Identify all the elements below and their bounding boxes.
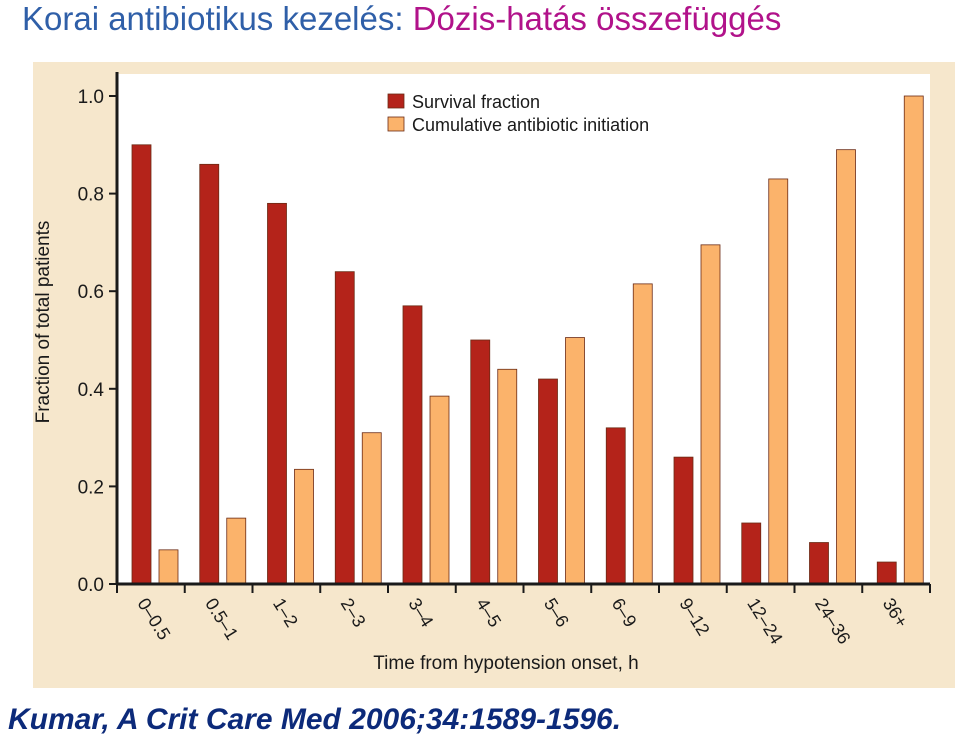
bar-cumulative	[294, 468, 314, 585]
x-tick-label: 36+	[879, 595, 912, 632]
bar-survival	[605, 427, 626, 585]
x-tick-label: 12–24	[743, 595, 786, 648]
x-tick-label: 2–3	[337, 595, 370, 631]
x-tick-label: 0.5–1	[201, 595, 242, 644]
bar-cumulative	[700, 244, 721, 585]
bar-cumulative	[497, 368, 518, 585]
bar-survival	[402, 305, 423, 585]
y-tick-label: 0.6	[78, 282, 104, 303]
slide-title: Korai antibiotikus kezelés: Dózis-hatás …	[22, 0, 781, 38]
y-tick-label: 0.0	[78, 575, 104, 596]
title-part-2: Dózis-hatás összefüggés	[412, 0, 782, 37]
bar-cumulative	[429, 395, 450, 585]
legend-label: Survival fraction	[412, 92, 540, 112]
bar-survival	[673, 456, 694, 585]
bar-survival	[538, 378, 558, 585]
bar-survival	[809, 542, 829, 585]
y-tick-label: 1.0	[78, 87, 104, 108]
bar-cumulative	[226, 517, 247, 585]
x-tick-label: 24–36	[811, 595, 854, 648]
bar-chart: 0.0 0.2 0.4 0.6 0.8 1.0 0–0.5 0.5–1 1–2 2–3 3–4 4–5…	[33, 72, 931, 674]
x-tick-label: 9–12	[675, 595, 713, 640]
bar-survival	[470, 339, 491, 585]
bar-cumulative	[565, 337, 585, 585]
legend-swatch	[387, 116, 405, 132]
bar-survival	[741, 522, 762, 585]
bar-cumulative	[768, 178, 789, 585]
plot-area	[117, 74, 930, 584]
legend-swatch	[387, 93, 405, 109]
y-tick-label: 0.2	[78, 477, 104, 498]
citation: Kumar, A Crit Care Med 2006;34:1589-1596…	[8, 703, 622, 736]
bar-survival	[199, 163, 220, 585]
x-tick-label: 6–9	[608, 595, 641, 631]
x-tick-label: 4–5	[472, 595, 505, 631]
x-tick-label: 3–4	[404, 595, 437, 631]
bar-cumulative	[158, 549, 179, 585]
x-axis-title: Time from hypotension onset, h	[373, 653, 638, 674]
bar-cumulative	[836, 149, 856, 585]
bar-cumulative	[632, 283, 653, 585]
bar-survival	[334, 271, 355, 585]
x-tick-label: 5–6	[540, 595, 573, 631]
y-tick-label: 0.8	[78, 185, 104, 206]
bar-survival	[267, 202, 287, 585]
bar-cumulative	[903, 95, 924, 585]
x-tick-label: 1–2	[269, 595, 302, 631]
chart-panel: 0.0 0.2 0.4 0.6 0.8 1.0 0–0.5 0.5–1 1–2 2–3 3–4 4–5…	[33, 62, 955, 688]
bar-survival	[876, 561, 897, 585]
y-tick-label: 0.4	[78, 380, 105, 401]
y-axis-title: Fraction of total patients	[33, 221, 54, 424]
bar-survival	[131, 144, 152, 585]
bar-cumulative	[361, 432, 382, 585]
title-part-1: Korai antibiotikus kezelés:	[22, 0, 413, 37]
legend-label: Cumulative antibiotic initiation	[412, 115, 649, 135]
x-tick-label: 0–0.5	[133, 595, 174, 644]
